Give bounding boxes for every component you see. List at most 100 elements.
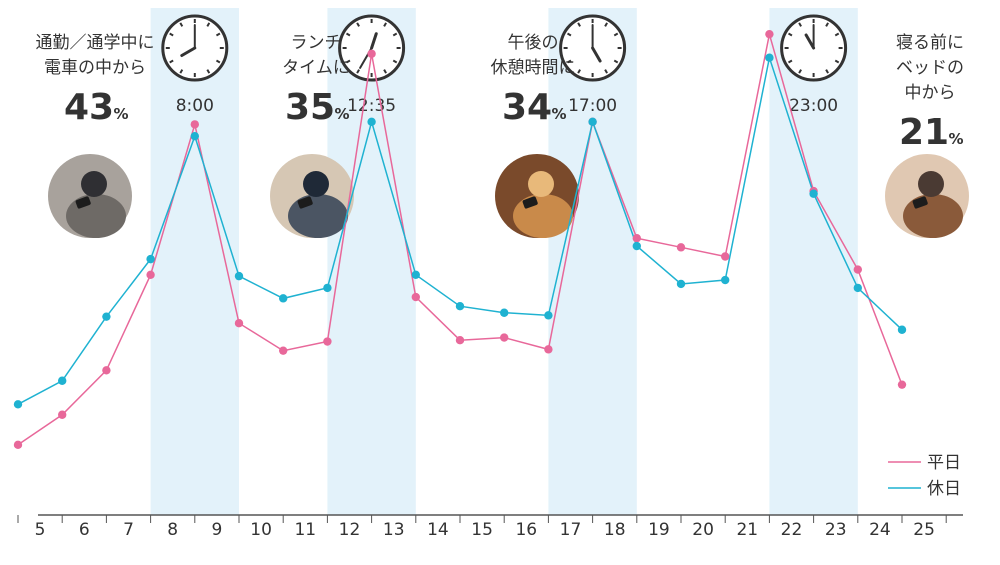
x-tick-label: 19 — [648, 520, 670, 540]
data-point — [765, 29, 774, 39]
clock-tick — [356, 22, 360, 27]
clock-tick — [392, 59, 398, 64]
clock-tick — [577, 69, 581, 74]
highlight-bands — [150, 8, 858, 515]
annotation-percent: 34 — [502, 87, 552, 128]
data-point — [279, 294, 288, 303]
clock-tick — [345, 59, 351, 64]
clock-tick — [169, 59, 174, 64]
data-point — [809, 189, 818, 198]
data-point — [632, 241, 641, 251]
annotation-percent-unit: % — [113, 105, 128, 123]
data-point — [323, 283, 332, 293]
annotation-percent: 35 — [285, 87, 335, 128]
data-point — [676, 243, 686, 252]
photo-body — [288, 194, 348, 238]
x-tick-label: 12 — [339, 520, 361, 540]
x-tick-label: 17 — [560, 520, 582, 540]
phone-icon — [75, 196, 91, 209]
photo-head — [918, 171, 944, 197]
data-point — [765, 53, 774, 62]
annotation-percent: 21 — [899, 112, 949, 153]
data-point — [279, 346, 288, 355]
clock-hour-hand — [804, 33, 816, 50]
clock-tick — [604, 69, 608, 74]
clock-tick — [604, 22, 608, 27]
photo-head — [81, 171, 107, 197]
x-tick-label: 21 — [736, 520, 758, 540]
data-point — [500, 308, 509, 317]
data-point — [455, 302, 465, 311]
clock-tick — [345, 32, 351, 37]
data-point — [897, 325, 907, 334]
annotation-line: 寝る前に — [896, 32, 964, 53]
data-point — [323, 337, 332, 346]
annotation-line: 中から — [905, 83, 956, 103]
scene-photos — [48, 154, 969, 238]
annotation-line: タイムに — [282, 58, 350, 78]
x-tick-label: 14 — [427, 520, 449, 540]
data-point — [500, 333, 509, 342]
clock-time-label: 17:00 — [568, 96, 617, 116]
clock-hour-hand — [370, 32, 378, 50]
photo-head — [303, 171, 329, 197]
clock-hour-hand — [591, 46, 602, 63]
clock-tick — [206, 69, 211, 74]
clock-tick — [834, 59, 840, 64]
commuter-phone-icon — [48, 154, 132, 238]
clock-tick — [356, 69, 360, 74]
data-point — [676, 279, 686, 289]
annotation-percent-unit: % — [948, 130, 963, 148]
data-point — [367, 117, 376, 126]
x-tick-label: 16 — [515, 520, 537, 540]
clock-tick — [215, 32, 221, 37]
data-point — [234, 319, 244, 328]
data-point — [411, 270, 420, 280]
clock-time-label: 23:00 — [789, 96, 838, 116]
annotation-line: ベッドの — [896, 58, 964, 78]
clock-icon: 8:00 — [161, 14, 229, 116]
annotation-line: 午後の — [508, 33, 559, 53]
clock-tick — [798, 69, 802, 74]
data-point — [234, 271, 244, 281]
x-tick-label: 7 — [123, 520, 134, 540]
annotation-percent-unit: % — [551, 105, 566, 123]
photo-body — [66, 194, 126, 238]
data-point — [897, 380, 907, 389]
phone-icon — [297, 196, 313, 209]
x-tick-label: 5 — [35, 520, 46, 540]
annotation-line: 休憩時間に — [491, 58, 576, 78]
data-point — [146, 270, 155, 280]
lunch-phone-icon — [270, 154, 354, 238]
clock-tick — [179, 69, 184, 74]
photo-body — [903, 194, 963, 238]
annotation-line: 電車の中から — [44, 58, 146, 78]
data-point — [190, 131, 199, 141]
x-tick-label: 24 — [869, 520, 891, 540]
annotation-line: 通勤／通学中に — [36, 33, 155, 53]
clock-tick — [566, 59, 572, 64]
highlight-band — [150, 8, 239, 515]
clock-tick — [577, 22, 581, 27]
data-point — [190, 120, 199, 129]
data-point — [13, 400, 23, 409]
highlight-band — [548, 8, 637, 515]
legend-label: 休日 — [927, 479, 961, 499]
cafe-phone-icon — [495, 154, 579, 238]
bed-phone-icon — [885, 154, 969, 238]
data-point — [588, 117, 597, 126]
data-point — [544, 345, 553, 354]
data-point — [58, 376, 67, 385]
data-point — [853, 265, 862, 274]
data-point — [411, 292, 420, 302]
clock-tick — [825, 69, 829, 74]
series-points — [13, 29, 907, 450]
photo-body — [513, 194, 573, 238]
